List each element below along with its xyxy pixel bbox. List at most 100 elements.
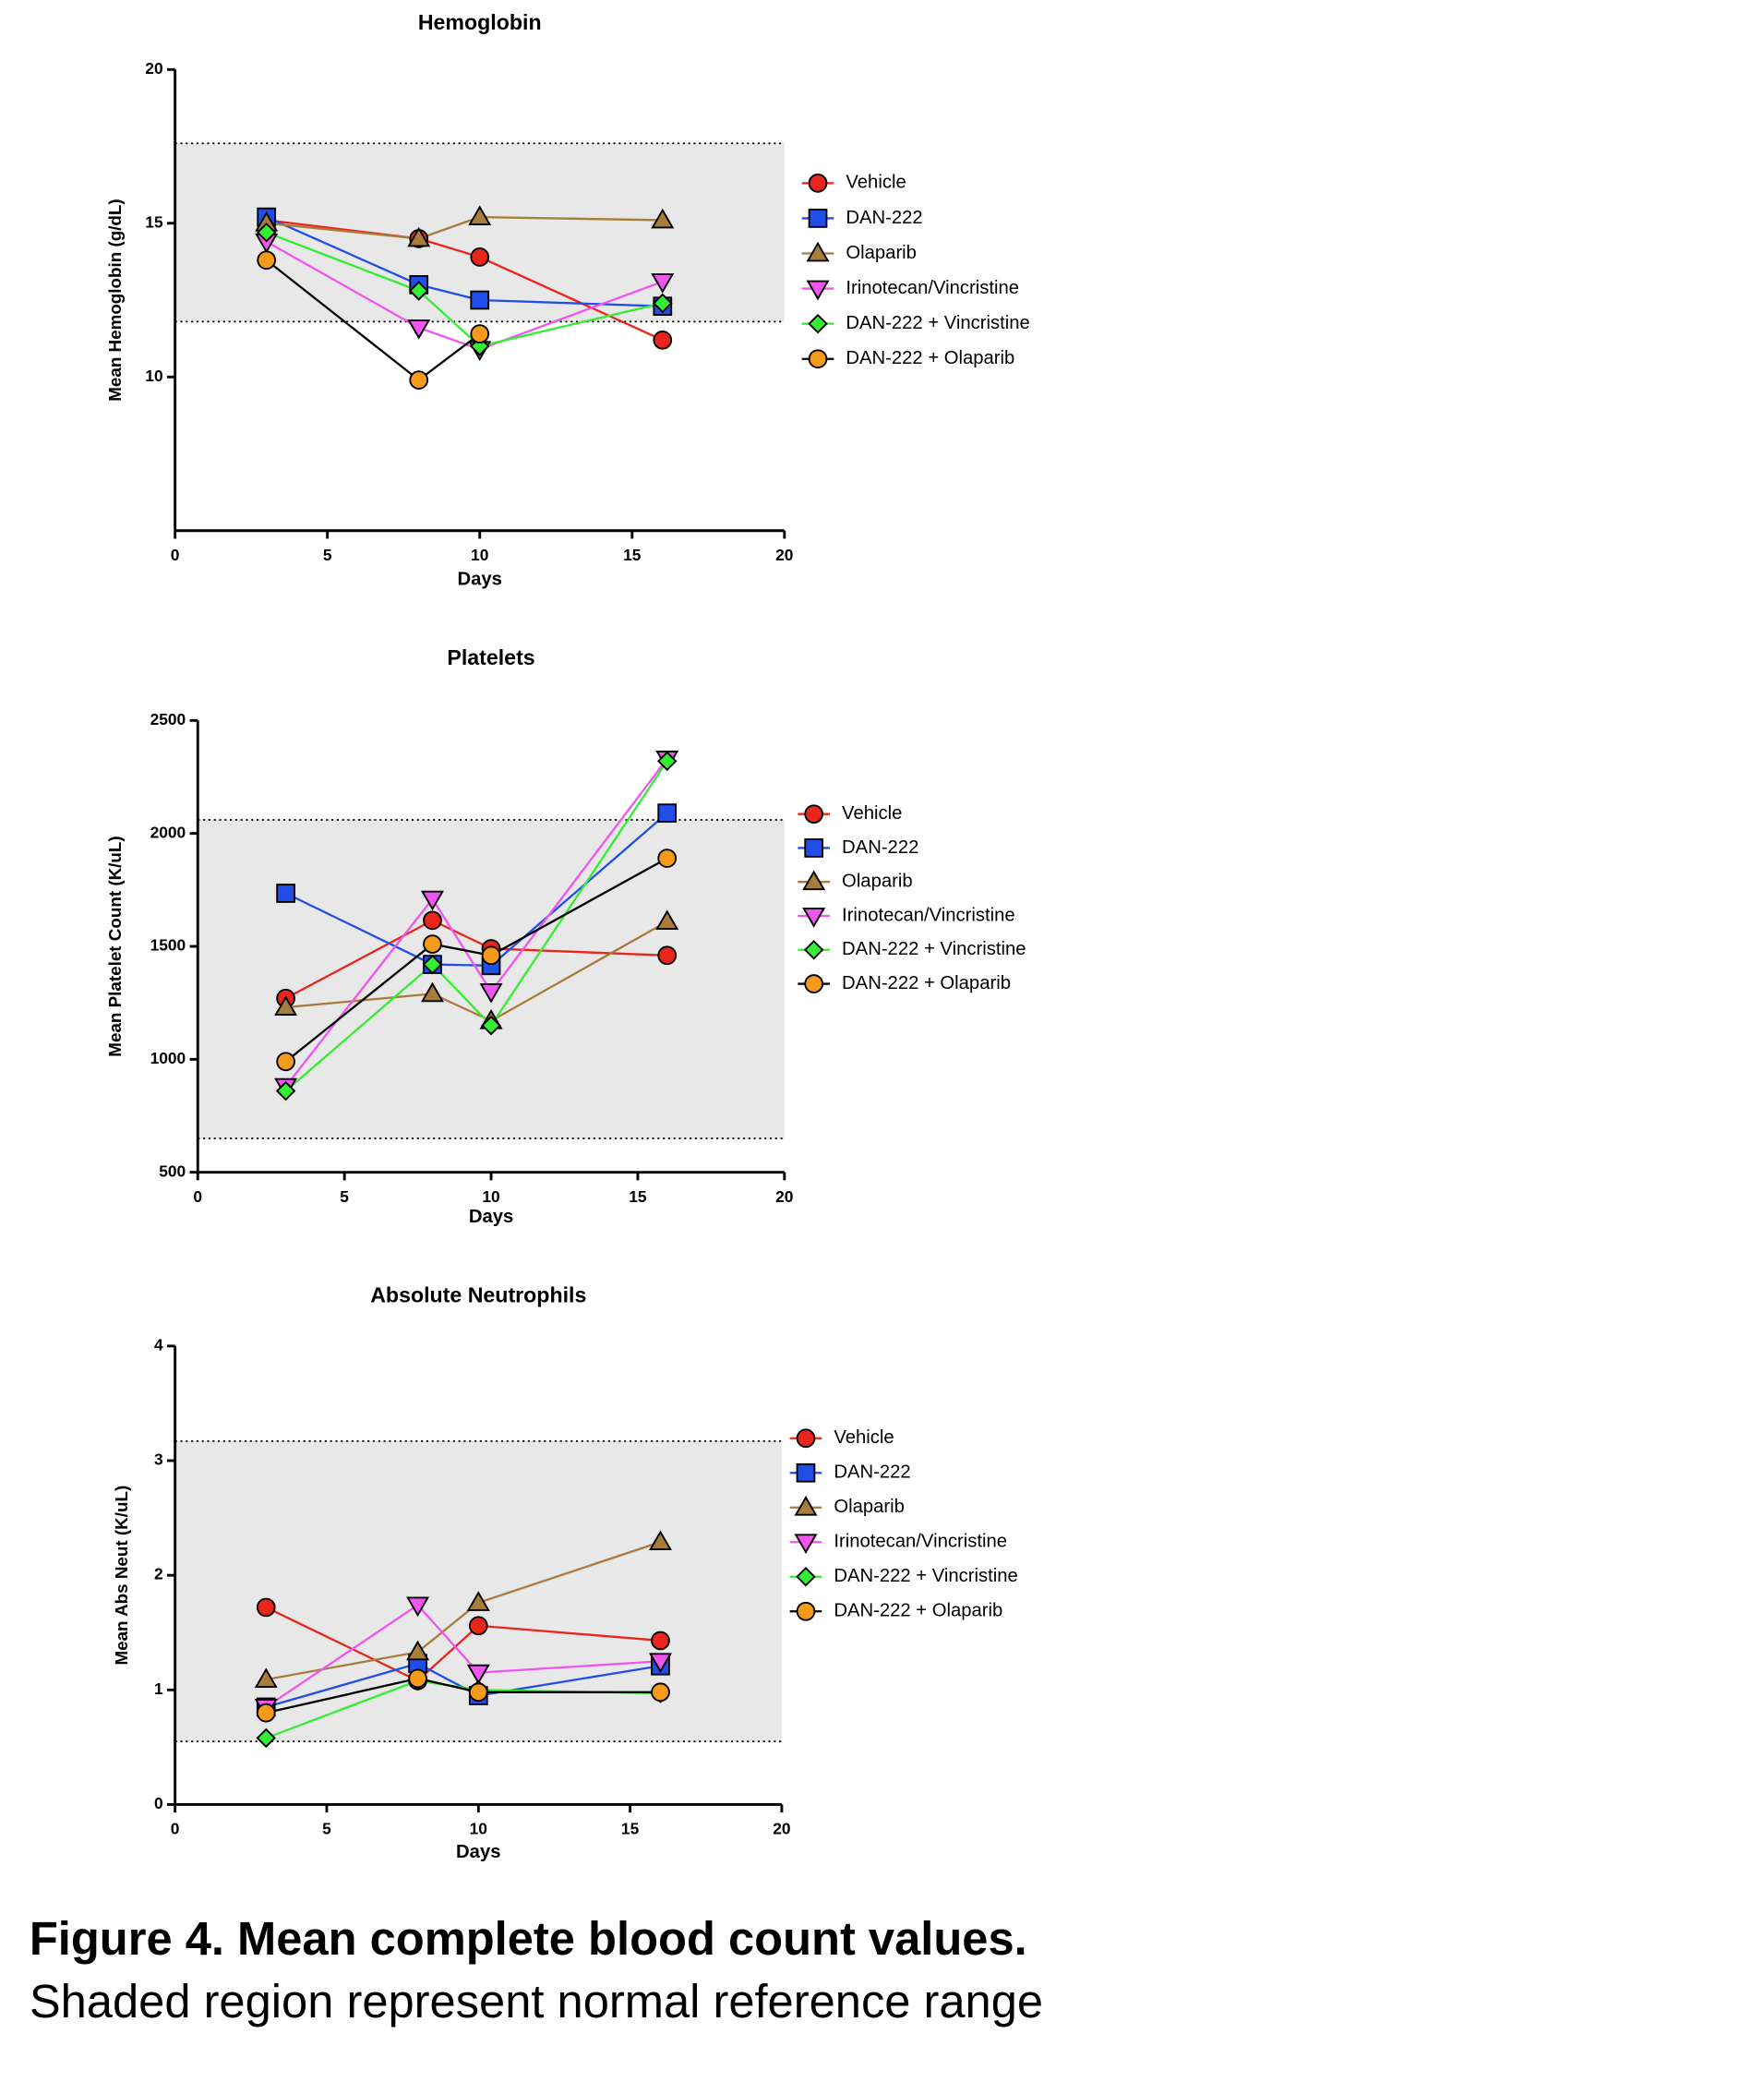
marker <box>408 1668 427 1689</box>
legend-label: Irinotecan/Vincristine <box>842 905 1015 925</box>
y-tick-label: 2500 <box>150 710 186 728</box>
y-tick-label: 1500 <box>150 936 186 955</box>
marker <box>648 1653 672 1674</box>
marker <box>274 995 298 1016</box>
x-tick-label: 5 <box>323 546 332 564</box>
series-line <box>266 219 664 342</box>
series-line <box>266 215 663 240</box>
series-line <box>285 919 667 1000</box>
marker <box>648 1530 672 1551</box>
marker <box>657 803 678 823</box>
marker <box>657 848 678 868</box>
legend-marker <box>808 209 828 228</box>
marker <box>407 226 431 247</box>
legend-marker <box>808 313 828 334</box>
legend-label: DAN-222 + Vincristine <box>842 939 1026 959</box>
x-tick-label: 20 <box>775 1187 793 1206</box>
x-axis-label: Days <box>456 1842 500 1862</box>
legend-marker <box>794 1496 818 1516</box>
legend-marker <box>806 241 830 262</box>
legend-label: DAN-222 + Vincristine <box>834 1566 1017 1586</box>
marker <box>423 910 442 931</box>
marker <box>276 884 295 903</box>
y-axis-label: Mean Platelet Count (K/uL) <box>105 836 125 1056</box>
legend-label: Olaparib <box>834 1497 905 1517</box>
marker <box>470 247 490 267</box>
series-line <box>285 812 668 967</box>
marker <box>409 370 429 390</box>
series-line <box>266 231 664 348</box>
series-line <box>265 1606 661 1682</box>
y-tick-label: 10 <box>145 367 162 385</box>
marker <box>256 1703 276 1723</box>
marker <box>407 319 431 340</box>
marker <box>420 890 444 911</box>
series-line <box>266 216 663 307</box>
series-line <box>265 1677 661 1715</box>
legend-marker <box>804 974 824 993</box>
marker <box>257 250 277 271</box>
marker <box>275 1080 296 1101</box>
y-axis-label: Mean Abs Neut (K/uL) <box>112 1486 131 1666</box>
legend-label: DAN-222 + Olaparib <box>834 1601 1002 1621</box>
legend-marker <box>796 1567 816 1587</box>
x-tick-label: 20 <box>775 546 793 564</box>
marker <box>653 330 673 350</box>
x-tick-label: 15 <box>621 1820 640 1838</box>
legend-marker <box>808 349 828 369</box>
x-tick-label: 15 <box>623 546 642 564</box>
legend-label: Vehicle <box>834 1427 894 1448</box>
series-line <box>284 760 668 1092</box>
marker <box>470 324 490 344</box>
marker <box>256 1597 276 1618</box>
marker <box>653 293 673 314</box>
series-line <box>266 240 664 351</box>
legend-marker <box>796 1462 816 1483</box>
legend-label: Vehicle <box>846 173 906 193</box>
x-axis-label: Days <box>458 570 502 590</box>
marker <box>466 1664 490 1685</box>
series-line <box>284 758 668 1088</box>
y-tick-label: 2000 <box>150 823 186 841</box>
x-tick-label: 5 <box>340 1187 349 1206</box>
x-tick-label: 10 <box>470 1820 487 1838</box>
x-tick-label: 15 <box>629 1187 647 1206</box>
legend-label: DAN-222 + Olaparib <box>846 348 1014 368</box>
y-tick-label: 1 <box>154 1679 163 1698</box>
x-tick-label: 10 <box>471 546 488 564</box>
marker <box>423 934 442 954</box>
marker <box>656 751 678 772</box>
legend-marker <box>803 940 824 960</box>
marker <box>406 1596 430 1618</box>
x-tick-label: 0 <box>171 546 180 564</box>
x-tick-label: 20 <box>773 1820 790 1838</box>
marker <box>651 273 675 294</box>
legend-marker <box>806 280 830 301</box>
marker <box>657 945 678 966</box>
marker <box>420 981 444 1003</box>
legend-label: DAN-222 + Olaparib <box>842 973 1011 993</box>
legend-label: Olaparib <box>842 872 913 892</box>
y-tick-label: 4 <box>154 1335 163 1354</box>
caption-text: Shaded region represent normal reference… <box>30 1975 1043 2028</box>
x-tick-label: 5 <box>322 1820 331 1838</box>
chart-title: Platelets <box>447 645 534 669</box>
x-tick-label: 0 <box>171 1820 180 1838</box>
legend-marker <box>802 908 826 928</box>
marker <box>481 1015 501 1036</box>
legend-label: DAN-222 <box>842 837 918 858</box>
chart-title: Absolute Neutrophils <box>370 1282 586 1306</box>
legend-marker <box>796 1601 816 1621</box>
marker <box>655 909 679 930</box>
y-tick-label: 0 <box>154 1794 163 1812</box>
y-tick-label: 3 <box>154 1450 163 1469</box>
marker <box>276 1052 295 1072</box>
marker <box>468 1616 488 1636</box>
marker <box>256 223 277 243</box>
legend-label: Olaparib <box>846 243 917 263</box>
legend-label: Vehicle <box>842 803 902 824</box>
legend-label: DAN-222 <box>846 208 922 228</box>
y-tick-label: 1000 <box>150 1049 186 1067</box>
marker <box>468 205 492 226</box>
